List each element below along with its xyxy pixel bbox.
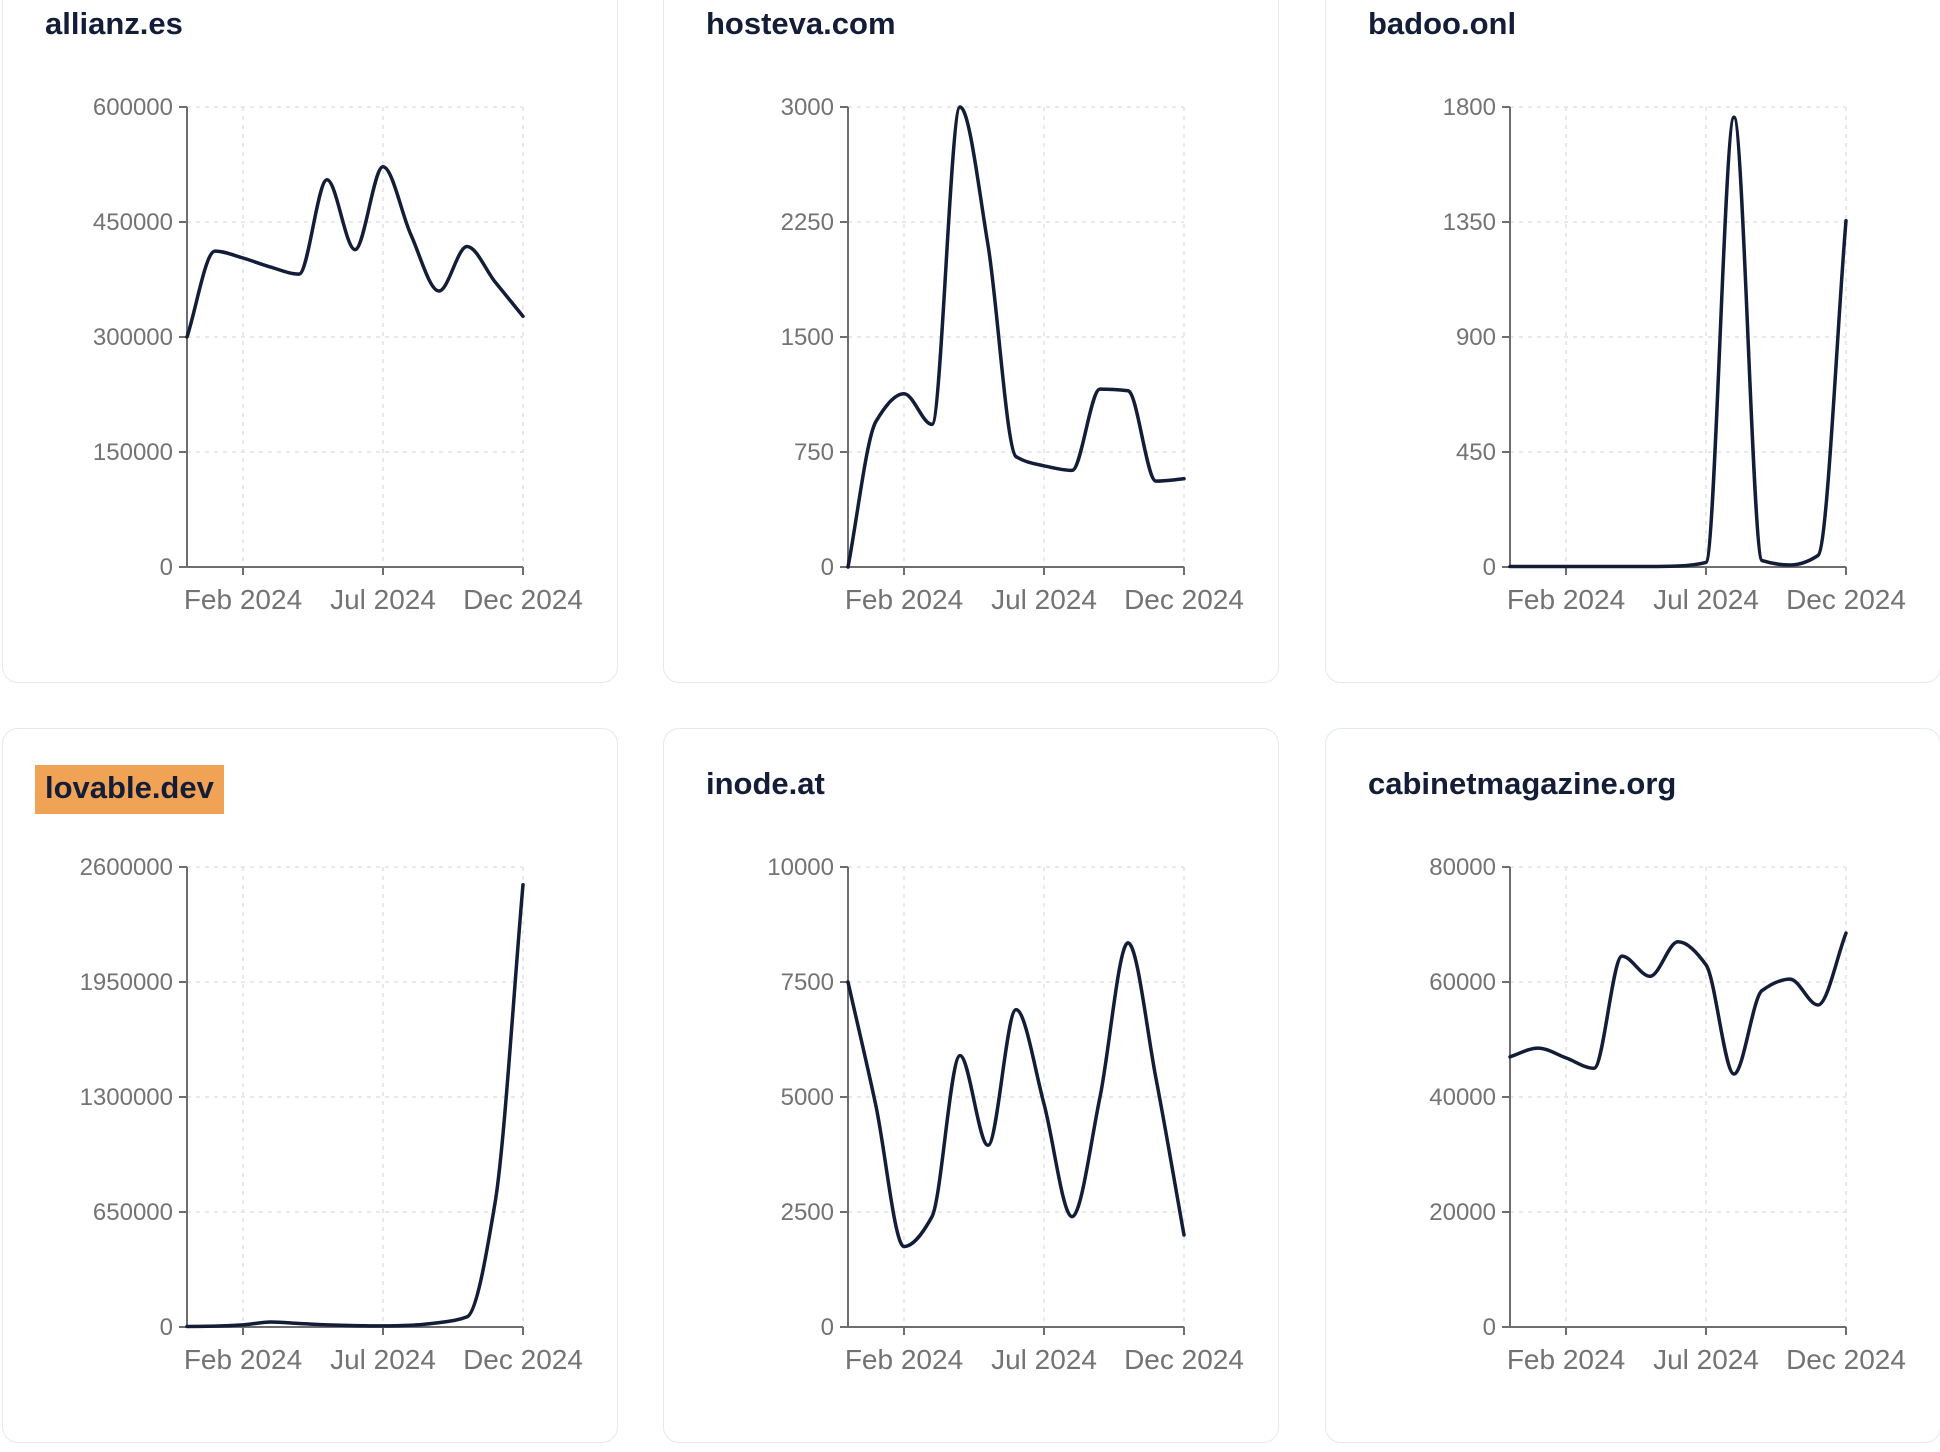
- svg-text:150000: 150000: [93, 439, 173, 466]
- chart-title-text: badoo.onl: [1368, 6, 1517, 41]
- svg-text:Dec 2024: Dec 2024: [1786, 584, 1906, 615]
- svg-text:Jul 2024: Jul 2024: [330, 1344, 436, 1375]
- chart-card[interactable]: inode.at 0 2500 5000 7500 10000 Feb 2024 Jul 2…: [663, 728, 1279, 1443]
- chart-title-text: lovable.dev: [35, 765, 224, 814]
- svg-text:750: 750: [794, 439, 834, 466]
- svg-text:1950000: 1950000: [80, 969, 173, 996]
- svg-text:Feb 2024: Feb 2024: [845, 1344, 963, 1375]
- chart-title-text: allianz.es: [45, 6, 183, 41]
- svg-text:Dec 2024: Dec 2024: [1786, 1344, 1906, 1375]
- svg-text:Jul 2024: Jul 2024: [1653, 584, 1759, 615]
- chart-card[interactable]: allianz.es 0 150000 300000 450000 600000 Feb …: [2, 0, 618, 683]
- line-chart: 0 750 1500 2250 3000 Feb 2024 Jul 2024 Dec 2024: [781, 94, 1244, 615]
- svg-text:Feb 2024: Feb 2024: [184, 1344, 302, 1375]
- svg-text:0: 0: [160, 1314, 173, 1341]
- chart-title-text: cabinetmagazine.org: [1368, 766, 1677, 801]
- svg-text:Dec 2024: Dec 2024: [1124, 584, 1244, 615]
- chart-card[interactable]: hosteva.com 0 750 1500 2250 3000 Feb 2024 Jul …: [663, 0, 1279, 683]
- svg-text:0: 0: [821, 554, 834, 581]
- svg-text:Dec 2024: Dec 2024: [463, 1344, 583, 1375]
- svg-text:10000: 10000: [767, 854, 834, 881]
- svg-text:Jul 2024: Jul 2024: [1653, 1344, 1759, 1375]
- chart-title: hosteva.com: [706, 5, 896, 44]
- svg-text:5000: 5000: [781, 1084, 834, 1111]
- svg-text:3000: 3000: [781, 94, 834, 121]
- svg-text:0: 0: [821, 1314, 834, 1341]
- svg-text:Feb 2024: Feb 2024: [1507, 1344, 1625, 1375]
- svg-text:60000: 60000: [1429, 969, 1496, 996]
- chart-title: cabinetmagazine.org: [1368, 765, 1676, 804]
- svg-text:2500: 2500: [781, 1199, 834, 1226]
- svg-text:2250: 2250: [781, 209, 834, 236]
- svg-text:40000: 40000: [1429, 1084, 1496, 1111]
- svg-text:0: 0: [1483, 1314, 1496, 1341]
- line-chart: 0 20000 40000 60000 80000 Feb 2024 Jul 2024 Dec…: [1429, 854, 1906, 1375]
- line-chart: 0 2500 5000 7500 10000 Feb 2024 Jul 2024 Dec 20…: [767, 854, 1244, 1375]
- svg-text:450000: 450000: [93, 209, 173, 236]
- line-chart: 0 650000 1300000 1950000 2600000 Feb 2024 Jul …: [80, 854, 583, 1375]
- svg-text:Jul 2024: Jul 2024: [991, 1344, 1097, 1375]
- svg-text:1500: 1500: [781, 324, 834, 351]
- svg-text:0: 0: [1483, 554, 1496, 581]
- svg-text:80000: 80000: [1429, 854, 1496, 881]
- svg-text:900: 900: [1456, 324, 1496, 351]
- svg-text:2600000: 2600000: [80, 854, 173, 881]
- svg-text:300000: 300000: [93, 324, 173, 351]
- line-chart: 0 450 900 1350 1800 Feb 2024 Jul 2024 Dec 2024: [1443, 94, 1906, 615]
- chart-title-text: inode.at: [706, 766, 825, 801]
- svg-text:Feb 2024: Feb 2024: [845, 584, 963, 615]
- svg-text:1800: 1800: [1443, 94, 1496, 121]
- chart-title: badoo.onl: [1368, 5, 1516, 44]
- svg-text:450: 450: [1456, 439, 1496, 466]
- svg-text:Dec 2024: Dec 2024: [463, 584, 583, 615]
- svg-text:Jul 2024: Jul 2024: [991, 584, 1097, 615]
- svg-text:Feb 2024: Feb 2024: [184, 584, 302, 615]
- line-chart: 0 150000 300000 450000 600000 Feb 2024 Jul 202…: [93, 94, 583, 615]
- chart-card[interactable]: cabinetmagazine.org 0 20000 40000 60000 8000…: [1325, 728, 1940, 1443]
- chart-card[interactable]: lovable.dev 0 650000 1300000 1950000 2600000…: [2, 728, 618, 1443]
- svg-text:Dec 2024: Dec 2024: [1124, 1344, 1244, 1375]
- svg-text:7500: 7500: [781, 969, 834, 996]
- chart-title: inode.at: [706, 765, 825, 804]
- svg-text:1350: 1350: [1443, 209, 1496, 236]
- chart-title-text: hosteva.com: [706, 6, 896, 41]
- svg-text:Jul 2024: Jul 2024: [330, 584, 436, 615]
- svg-text:650000: 650000: [93, 1199, 173, 1226]
- svg-text:20000: 20000: [1429, 1199, 1496, 1226]
- chart-title: allianz.es: [45, 5, 183, 44]
- svg-text:0: 0: [160, 554, 173, 581]
- svg-text:600000: 600000: [93, 94, 173, 121]
- chart-title: lovable.dev: [35, 765, 224, 814]
- svg-text:1300000: 1300000: [80, 1084, 173, 1111]
- svg-text:Feb 2024: Feb 2024: [1507, 584, 1625, 615]
- chart-card[interactable]: badoo.onl 0 450 900 1350 1800 Feb 2024 Jul 202…: [1325, 0, 1940, 683]
